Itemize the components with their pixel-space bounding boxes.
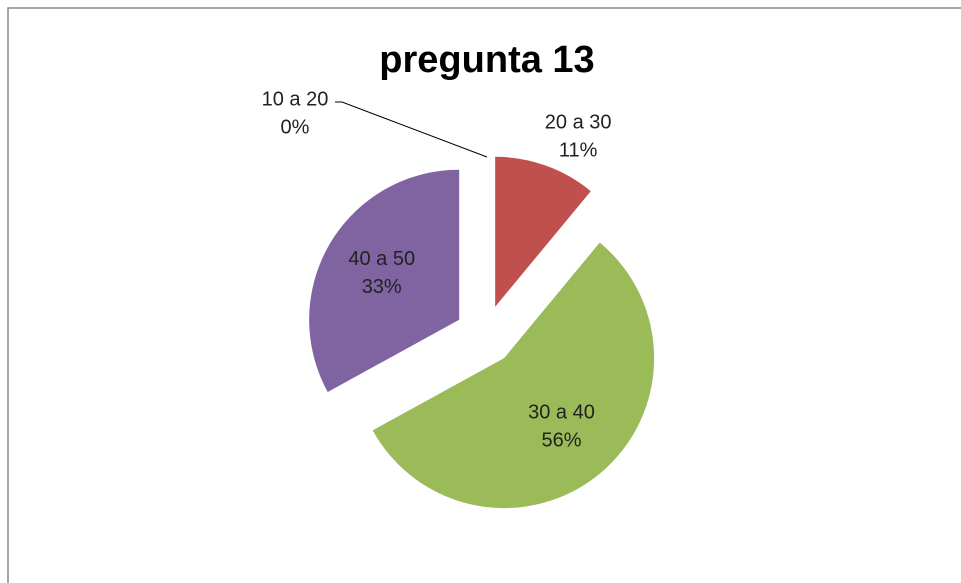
- pie-slice: [495, 156, 591, 307]
- data-label-category: 30 a 40: [528, 402, 595, 424]
- leader-line: [335, 101, 488, 158]
- data-label-category: 10 a 20: [262, 88, 329, 110]
- pie-slice: [372, 242, 655, 509]
- data-label-value: 33%: [362, 276, 402, 298]
- data-label-category: 20 a 30: [545, 112, 612, 134]
- data-label-value: 11%: [559, 140, 598, 162]
- data-label-value: 0%: [281, 116, 310, 138]
- chart-title: pregunta 13: [379, 39, 594, 81]
- pie-slice: [309, 169, 460, 392]
- data-label-category: 40 a 50: [348, 248, 415, 270]
- data-label-value: 56%: [541, 430, 581, 452]
